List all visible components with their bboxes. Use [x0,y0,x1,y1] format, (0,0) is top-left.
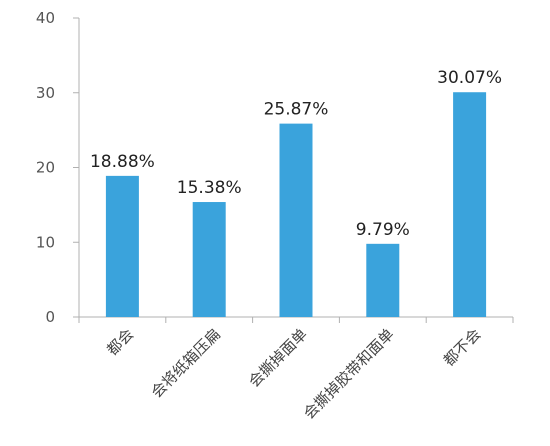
y-tick-label: 40 [36,9,55,27]
x-category-label: 都不会 [440,325,485,370]
y-tick-label: 0 [45,308,55,326]
data-label: 25.87% [264,100,329,120]
y-axis-ticks: 0 10 20 30 40 [36,9,79,326]
x-category-label: 会撕掉胶带和面单 [300,325,398,423]
data-label: 15.38% [177,178,242,198]
y-tick-label: 30 [36,84,55,102]
x-category-label: 都会 [103,325,137,359]
chart-bars [105,92,487,318]
bar [453,92,487,318]
y-tick-label: 10 [36,233,55,251]
data-label: 30.07% [437,68,502,88]
bar [105,175,139,317]
bar [366,243,400,317]
data-label: 9.79% [356,220,410,240]
data-labels: 18.88% 15.38% 25.87% 9.79% 30.07% [90,68,502,240]
bar [192,202,226,317]
y-tick-label: 20 [36,159,55,177]
data-label: 18.88% [90,152,155,172]
bar [279,123,313,317]
x-category-label: 会撕掉面单 [245,325,311,391]
x-category-label: 会将纸箱压扁 [148,325,224,401]
